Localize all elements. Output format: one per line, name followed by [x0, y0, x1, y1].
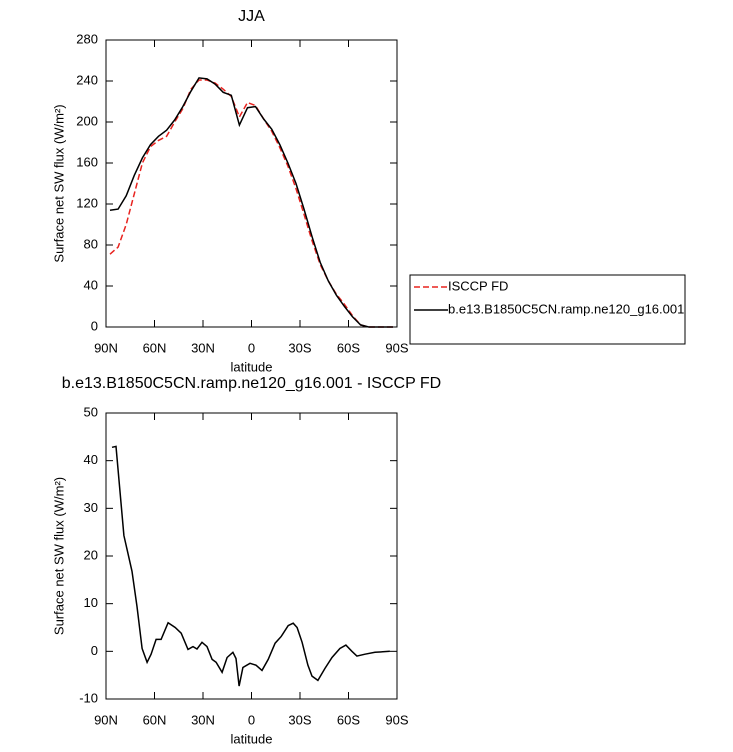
y-tick-label: 280 — [76, 31, 98, 46]
y-tick-label: 30 — [84, 500, 98, 515]
y-axis-label: Surface net SW flux (W/m²) — [51, 104, 66, 262]
y-tick-label: 200 — [76, 113, 98, 128]
y-tick-label: 0 — [91, 643, 98, 658]
x-tick-label: 30N — [191, 340, 215, 355]
legend-box — [409, 274, 686, 345]
y-tick-label: 160 — [76, 154, 98, 169]
x-tick-label: 90S — [385, 712, 408, 727]
y-tick-label: 20 — [84, 547, 98, 562]
legend-label: b.e13.B1850C5CN.ramp.ne120_g16.001 — [448, 301, 684, 316]
x-tick-label: 60N — [143, 712, 167, 727]
data-line — [111, 445, 390, 687]
x-tick-label: 90N — [94, 340, 118, 355]
plot-frame — [105, 412, 398, 700]
y-tick-label: -10 — [79, 690, 98, 705]
x-tick-label: 30N — [191, 712, 215, 727]
plot-frame — [105, 39, 398, 328]
y-tick-label: 40 — [84, 277, 98, 292]
y-tick-label: 10 — [84, 595, 98, 610]
y-tick-label: 120 — [76, 195, 98, 210]
y-tick-label: 40 — [84, 452, 98, 467]
legend-label: ISCCP FD — [448, 278, 508, 293]
x-tick-label: 90N — [94, 712, 118, 727]
x-tick-label: 60S — [337, 712, 360, 727]
y-tick-label: 240 — [76, 72, 98, 87]
x-tick-label: 90S — [385, 340, 408, 355]
x-tick-label: 0 — [248, 712, 255, 727]
chart-title: b.e13.B1850C5CN.ramp.ne120_g16.001 - ISC… — [62, 375, 441, 392]
x-axis-label: latitude — [231, 359, 273, 374]
data-line — [109, 79, 393, 328]
y-tick-label: 50 — [84, 404, 98, 419]
x-tick-label: 30S — [288, 340, 311, 355]
y-axis-label: Surface net SW flux (W/m²) — [51, 477, 66, 635]
x-tick-label: 60N — [143, 340, 167, 355]
y-tick-label: 0 — [91, 318, 98, 333]
x-tick-label: 30S — [288, 712, 311, 727]
chart-title: JJA — [238, 8, 265, 25]
x-tick-label: 60S — [337, 340, 360, 355]
y-tick-label: 80 — [84, 236, 98, 251]
x-axis-label: latitude — [231, 731, 273, 746]
data-line — [109, 77, 393, 328]
x-tick-label: 0 — [248, 340, 255, 355]
